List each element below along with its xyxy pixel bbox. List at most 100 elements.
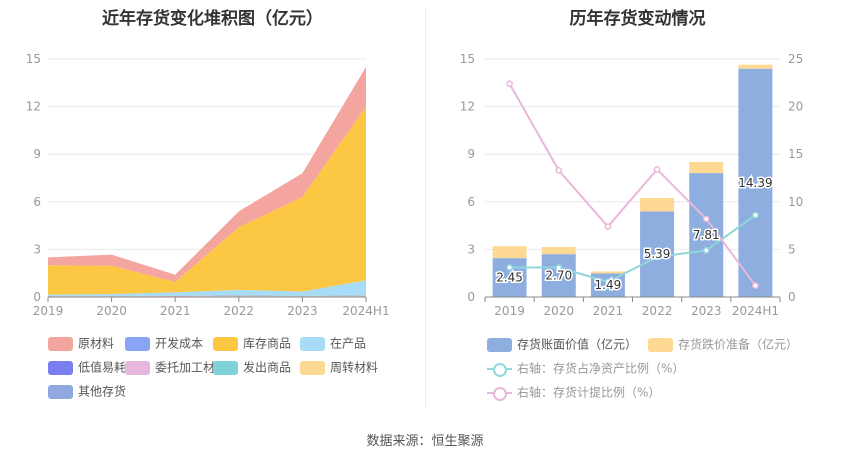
y-left-tick-label: 3 [467,242,475,256]
line-point [752,211,759,219]
bar-value-label: 5.39 [644,247,671,261]
panel-divider [425,8,426,408]
area-库存商品 [48,106,366,295]
line-point [506,264,513,271]
x-tick-label: 2021 [160,304,191,318]
y-tick-label: 3 [33,242,41,256]
stacked-area-chart: 0 3 6 9 12 15 2019 2020 2021 2022 2023 2024H1 [26,52,390,318]
legend-item[interactable]: 库存商品 [213,335,291,351]
line-point [752,282,759,289]
left-chart-panel: 近年存货变化堆积图（亿元） 0 3 6 9 12 15 2019 2020 2021 2022 20… [0,0,425,410]
source-note: 数据来源：恒生聚源 [366,434,484,449]
bar-value-label: 2.70 [545,269,572,283]
legend-item[interactable]: 委托加工材料 [125,359,227,375]
legend-label: 右轴：存货计提比例（%） [517,385,661,400]
legend-item[interactable]: 存货跌价准备（亿元） [648,336,798,352]
bar-book-value [738,68,773,297]
y-tick-label: 9 [33,147,41,161]
legend-swatch [648,337,673,352]
x-tick-label: 2021 [593,304,624,318]
line-point [506,80,513,88]
bar-impairment [492,246,527,259]
left-legend: 原材料 开发成本 库存商品 在产品低值易耗品 委托加工材料 发出商品 周转材料其他存货 [0,0,425,410]
area-原材料 [48,66,366,282]
area-委托加工材料 [48,295,366,297]
line-point [653,166,661,173]
legend-item[interactable]: 发出商品 [213,359,291,375]
bar-value-label: 14.39 [738,176,772,190]
area-发出商品 [48,294,366,297]
legend-label: 其他存货 [78,384,127,399]
y-right-tick-label: 5 [788,242,796,256]
legend-swatch [300,360,325,375]
legend-item[interactable]: 在产品 [300,335,366,351]
line-point [653,253,661,261]
x-tick-label: 2022 [224,304,255,318]
bar-line-chart: 0 3 6 9 12 15 0 5 10 15 20 25 2019 2020 2021 2022 2023 20… [460,52,804,318]
x-tick-label: 2019 [33,304,64,318]
bar-impairment [738,64,773,69]
legend-label: 右轴：存货占净资产比例（%） [517,361,685,376]
y-right-tick-label: 10 [788,195,803,209]
line-point [702,215,710,223]
left-chart-title: 近年存货变化堆积图（亿元） [102,9,323,29]
right-legend: 存货账面价值（亿元） 存货跌价准备（亿元） 右轴：存货占净资产比例（%） 右轴：存货计… [425,0,850,410]
y-left-tick-label: 6 [467,195,475,209]
line-point [555,264,563,271]
legend-label: 开发成本 [155,336,204,351]
legend-swatch [213,360,238,375]
y-right-tick-label: 20 [788,100,803,114]
y-right-tick-label: 0 [788,290,796,304]
legend-label: 委托加工材料 [155,360,228,375]
x-tick-label: 2022 [642,304,673,318]
bar-value-label: 2.45 [496,271,523,285]
y-right-tick-label: 25 [788,52,803,66]
legend-item[interactable]: 右轴：存货计提比例（%） [487,384,661,401]
legend-line-marker [487,386,512,401]
legend-swatch [125,336,150,351]
legend-swatch [300,336,325,351]
line-series-0 [509,214,756,283]
legend-item[interactable]: 其他存货 [48,383,126,399]
bar-impairment [590,271,625,274]
y-left-tick-label: 0 [467,290,475,304]
line-point [604,223,612,230]
bar-value-label: 7.81 [693,228,720,242]
line-point [604,278,612,286]
legend-item[interactable]: 右轴：存货占净资产比例（%） [487,360,685,377]
y-left-tick-label: 12 [460,100,475,114]
x-tick-label: 2023 [287,304,318,318]
y-tick-label: 15 [26,52,41,66]
y-tick-label: 0 [33,290,41,304]
legend-item[interactable]: 低值易耗品 [48,359,138,375]
bar-impairment [640,197,675,212]
bar-book-value [541,254,576,297]
legend-item[interactable]: 存货账面价值（亿元） [487,336,637,352]
x-tick-label: 2020 [96,304,127,318]
line-series-1 [508,83,757,287]
legend-item[interactable]: 周转材料 [300,359,378,375]
x-tick-label: 2020 [543,304,574,318]
legend-label: 周转材料 [330,360,379,375]
legend-swatch [48,336,73,351]
area-在产品 [48,280,366,296]
legend-item[interactable]: 原材料 [48,335,114,351]
legend-label: 存货账面价值（亿元） [517,337,638,352]
legend-line-marker [487,362,512,377]
y-tick-label: 6 [33,195,41,209]
legend-swatch [213,336,238,351]
y-left-tick-label: 9 [467,147,475,161]
bar-impairment [689,161,724,174]
legend-swatch [48,384,73,399]
legend-label: 在产品 [330,336,367,351]
bar-impairment [541,247,576,255]
line-point [702,247,710,254]
right-chart-panel: 历年存货变动情况 0 3 6 9 12 15 0 5 10 15 20 25 2019 2020 2021 2… [425,0,850,410]
x-tick-label: 2024H1 [342,304,389,318]
legend-item[interactable]: 开发成本 [125,335,203,351]
legend-swatch [487,337,512,352]
legend-swatch [48,360,73,375]
x-tick-label: 2023 [691,304,722,318]
legend-label: 低值易耗品 [78,360,139,375]
legend-label: 发出商品 [243,360,292,375]
